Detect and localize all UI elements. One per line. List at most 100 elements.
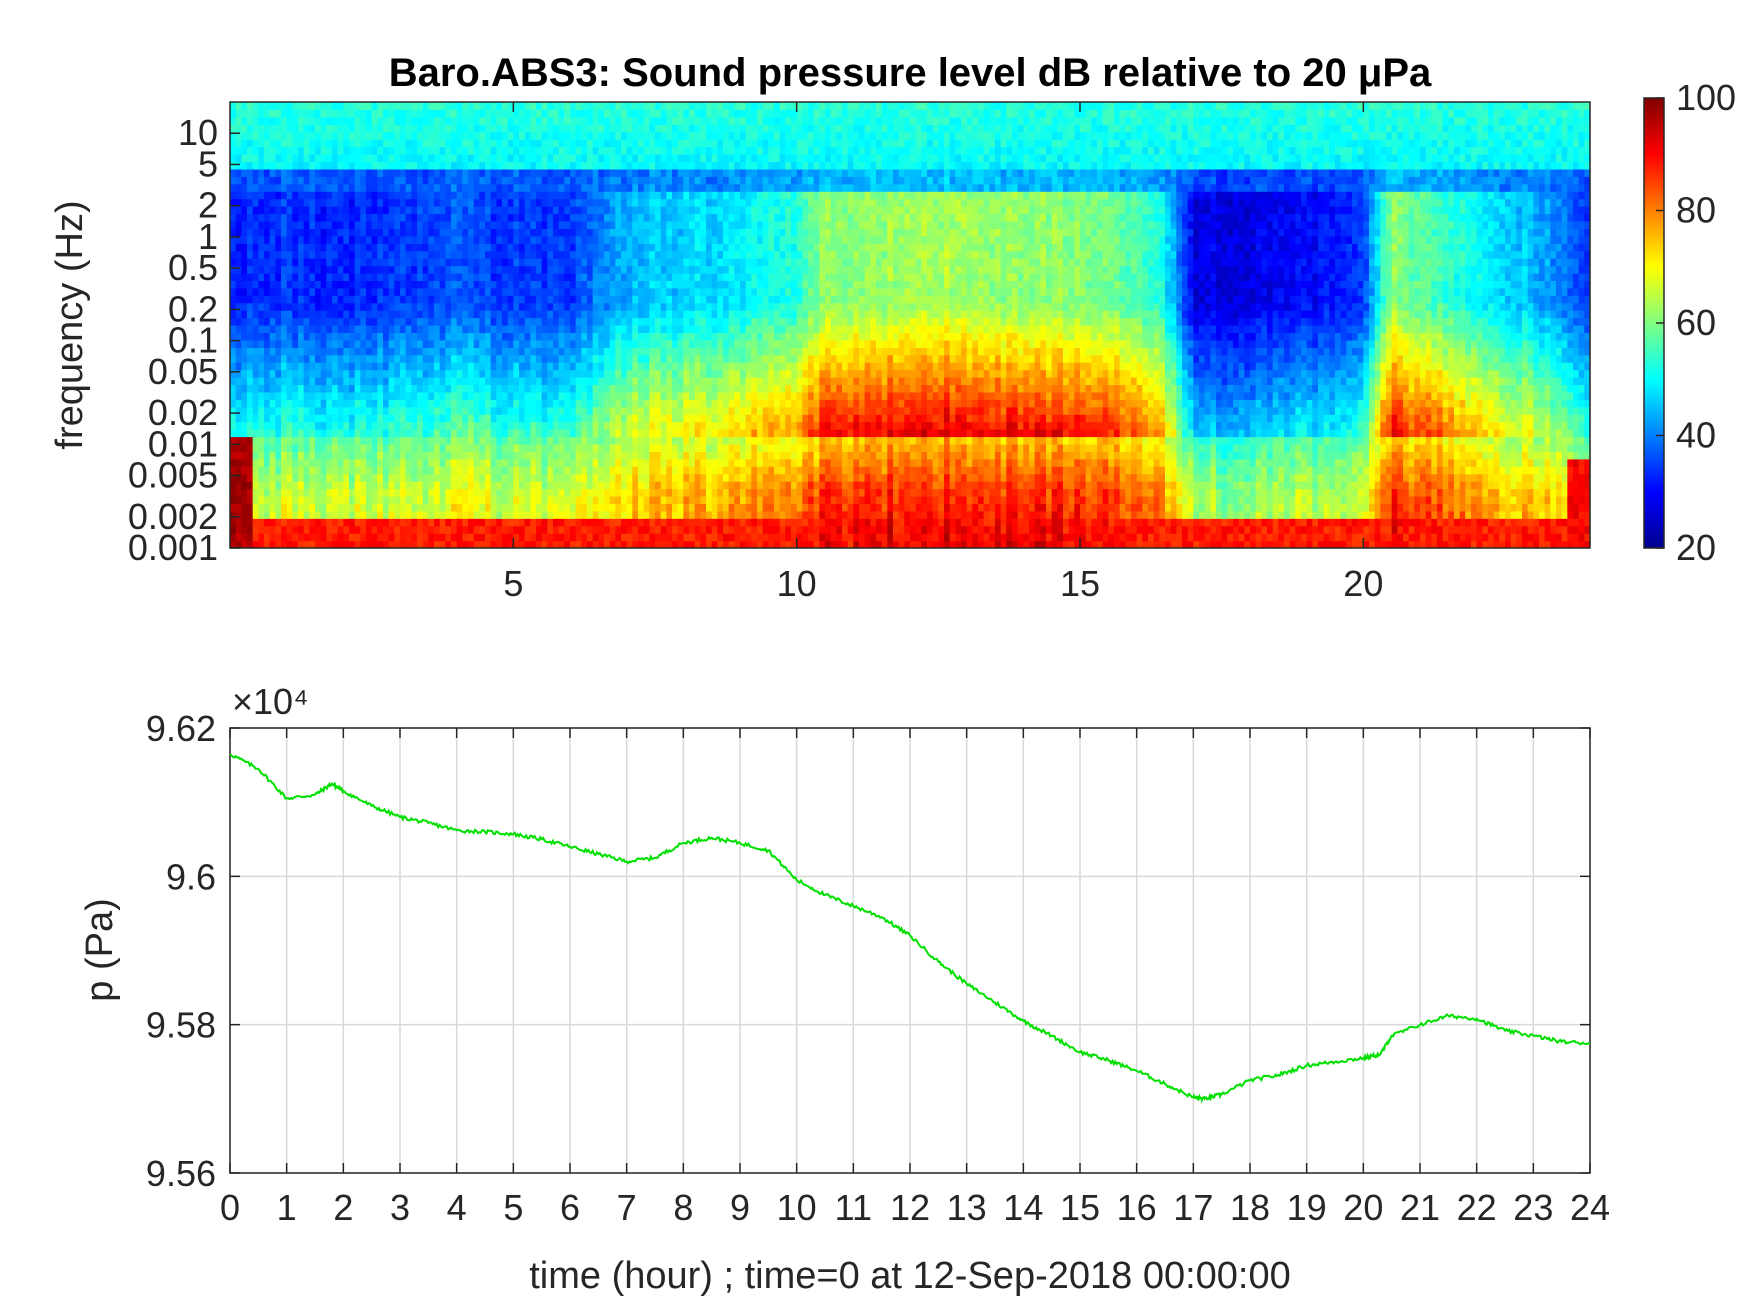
spectrogram-cell xyxy=(354,198,361,207)
spectrogram-cell xyxy=(541,347,548,356)
spectrogram-cell xyxy=(530,310,537,319)
spectrogram-cell xyxy=(615,518,622,527)
spectrogram-cell xyxy=(343,228,350,237)
spectrogram-cell xyxy=(417,362,424,371)
spectrogram-cell xyxy=(377,131,384,140)
spectrogram-cell xyxy=(677,287,684,296)
spectrogram-cell xyxy=(564,518,571,527)
spectrogram-cell xyxy=(479,295,486,304)
spectrogram-cell xyxy=(292,154,299,163)
spectrogram-cell xyxy=(400,124,407,133)
spectrogram-cell xyxy=(411,458,418,467)
spectrogram-cell xyxy=(694,495,701,504)
spectrogram-cell xyxy=(422,310,429,319)
spectrogram-cell xyxy=(638,332,645,341)
spectrogram-cell xyxy=(354,139,361,148)
spectrogram-cell xyxy=(377,362,384,371)
spectrogram-cell xyxy=(383,213,390,222)
spectrogram-cell xyxy=(575,228,582,237)
spectrogram-cell xyxy=(326,176,333,185)
spectrogram-cell xyxy=(230,310,237,319)
spectrogram-cell xyxy=(524,421,531,430)
spectrogram-cell xyxy=(575,220,582,229)
spectrogram-cell xyxy=(649,406,656,415)
spectrogram-cell xyxy=(598,495,605,504)
spectrogram-cell xyxy=(281,414,288,423)
spectrogram-cell xyxy=(320,399,327,408)
spectrogram-cell xyxy=(626,116,633,125)
spectrogram-cell xyxy=(275,146,282,155)
spectrogram-cell xyxy=(530,235,537,244)
spectrogram-cell xyxy=(269,295,276,304)
spectrogram-cell xyxy=(241,109,248,118)
spectrogram-cell xyxy=(490,191,497,200)
spectrogram-cell xyxy=(468,503,475,512)
spectrogram-cell xyxy=(371,116,378,125)
spectrogram-cell xyxy=(292,116,299,125)
spectrogram-cell xyxy=(417,161,424,170)
spectrogram-cell xyxy=(235,228,242,237)
spectrogram-cell xyxy=(428,473,435,482)
spectrogram-cell xyxy=(502,458,509,467)
spectrogram-cell xyxy=(655,414,662,423)
spectrogram-cell xyxy=(337,154,344,163)
spectrogram-cell xyxy=(575,191,582,200)
spectrogram-cell xyxy=(332,369,339,378)
spectrogram-cell xyxy=(371,533,378,542)
spectrogram-cell xyxy=(241,146,248,155)
spectrogram-cell xyxy=(677,429,684,438)
spectrogram-cell xyxy=(241,183,248,192)
spectrogram-cell xyxy=(677,310,684,319)
spectrogram-cell xyxy=(400,295,407,304)
spectrogram-cell xyxy=(309,116,316,125)
spectrogram-cell xyxy=(326,369,333,378)
spectrogram-cell xyxy=(592,481,599,490)
spectrogram-cell xyxy=(558,384,565,393)
spectrogram-cell xyxy=(638,473,645,482)
spectrogram-cell xyxy=(632,384,639,393)
spectrogram-cell xyxy=(434,458,441,467)
spectrogram-cell xyxy=(292,421,299,430)
spectrogram-cell xyxy=(417,325,424,334)
spectrogram-cell xyxy=(354,206,361,215)
spectrogram-cell xyxy=(581,258,588,267)
spectrogram-cell xyxy=(536,495,543,504)
spectrogram-cell xyxy=(570,518,577,527)
spectrogram-cell xyxy=(337,503,344,512)
spectrogram-cell xyxy=(303,533,310,542)
spectrogram-cell xyxy=(660,414,667,423)
spectrogram-cell xyxy=(366,339,373,348)
spectrogram-cell xyxy=(366,213,373,222)
spectrogram-cell xyxy=(366,354,373,363)
spectrogram-cell xyxy=(604,354,611,363)
spectrogram-cell xyxy=(394,369,401,378)
spectrogram-cell xyxy=(666,109,673,118)
spectrogram-cell xyxy=(417,206,424,215)
spectrogram-cell xyxy=(615,399,622,408)
spectrogram-cell xyxy=(547,191,554,200)
spectrogram-cell xyxy=(507,258,514,267)
spectrogram-cell xyxy=(405,154,412,163)
spectrogram-cell xyxy=(462,191,469,200)
spectrogram-cell xyxy=(519,102,526,111)
spectrogram-cell xyxy=(445,183,452,192)
spectrogram-cell xyxy=(439,258,446,267)
spectrogram-cell xyxy=(298,310,305,319)
spectrogram-cell xyxy=(507,213,514,222)
spectrogram-cell xyxy=(496,161,503,170)
spectrogram-cell xyxy=(298,339,305,348)
spectrogram-cell xyxy=(632,280,639,289)
spectrogram-cell xyxy=(553,280,560,289)
spectrogram-cell xyxy=(553,495,560,504)
spectrogram-cell xyxy=(468,206,475,215)
spectrogram-cell xyxy=(264,272,271,281)
spectrogram-cell xyxy=(400,302,407,311)
spectrogram-cell xyxy=(683,317,690,326)
spectrogram-cell xyxy=(303,436,310,445)
spectrogram-cell xyxy=(309,540,316,548)
spectrogram-cell xyxy=(451,317,458,326)
spectrogram-cell xyxy=(252,317,259,326)
spectrogram-cell xyxy=(456,436,463,445)
spectrogram-cell xyxy=(626,377,633,386)
spectrogram-cell xyxy=(451,339,458,348)
